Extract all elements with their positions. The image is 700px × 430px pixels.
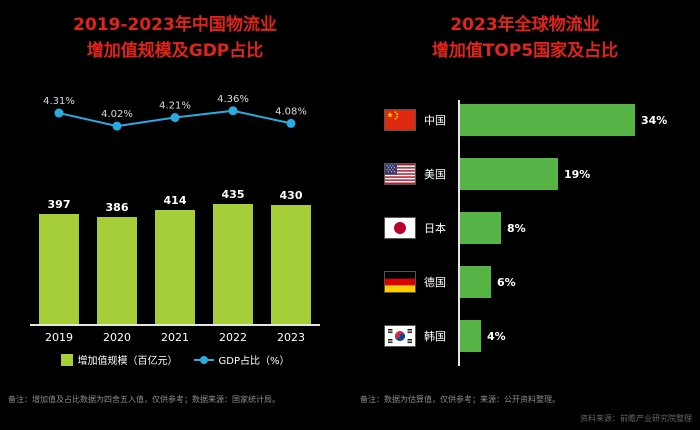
year-label: 2022 — [219, 331, 247, 344]
bar-value-label: 430 — [279, 189, 303, 202]
source-watermark: 资料来源：前瞻产业研究院整理 — [580, 414, 692, 423]
line-marker — [112, 121, 122, 131]
bar-column: 414 — [146, 185, 204, 324]
legend-item-bars: 增加值规模（百亿元） — [60, 352, 178, 367]
flag-south-korea-icon — [384, 325, 416, 347]
bar-value-label: 414 — [163, 194, 187, 207]
line-point-label: 4.02% — [101, 109, 133, 120]
bar-column: 430 — [262, 185, 320, 324]
country-label: 韩国 — [424, 330, 446, 343]
line-point-label: 4.31% — [43, 96, 75, 107]
year-label: 2021 — [161, 331, 189, 344]
value-label: 4% — [487, 329, 506, 343]
bar-value-label: 397 — [47, 198, 71, 211]
gdp-line-chart: 4.31% 4.02% 4.21% 4.36% 4.08% — [43, 94, 307, 131]
year-label: 2023 — [277, 331, 305, 344]
row-china: 中国 34% — [350, 100, 700, 140]
line-marker — [286, 118, 296, 128]
country-label: 日本 — [424, 222, 446, 235]
line-marker — [170, 113, 180, 123]
bar-value-label: 386 — [105, 201, 129, 214]
scale-bar — [213, 204, 253, 324]
value-bar — [460, 320, 481, 352]
country-label: 美国 — [424, 168, 446, 181]
line-marker — [54, 108, 64, 118]
scale-bar — [97, 217, 137, 324]
scale-bar — [39, 214, 79, 324]
value-bar — [460, 158, 558, 190]
bar-column: 397 — [30, 185, 88, 324]
global-top5-chart: 中国 34% 美国 19% — [350, 100, 700, 370]
value-label: 34% — [641, 113, 668, 127]
line-point-label: 4.08% — [275, 106, 307, 117]
bar-column: 386 — [88, 185, 146, 324]
legend-bar-label: 增加值规模（百亿元） — [77, 356, 178, 367]
year-label: 2020 — [103, 331, 131, 344]
value-label: 19% — [564, 167, 591, 181]
left-footnote: 备注：增加值及占比数据为四舍五入值，仅供参考；数据来源：国家统计局。 — [8, 395, 280, 404]
right-chart-title: 2023年全球物流业 增加值TOP5国家及占比 — [350, 12, 700, 65]
row-south-korea: 韩国 4% — [350, 316, 700, 356]
value-bar — [460, 266, 491, 298]
right-title-line1: 2023年全球物流业 — [450, 15, 600, 35]
flag-usa-icon — [384, 163, 416, 185]
left-title-line2: 增加值规模及GDP占比 — [86, 41, 264, 62]
value-bar — [460, 212, 501, 244]
row-japan: 日本 8% — [350, 208, 700, 248]
year-label: 2019 — [45, 331, 73, 344]
value-label: 6% — [497, 275, 516, 289]
legend-line-label: GDP占比（%） — [218, 356, 290, 367]
bar-column: 435 — [204, 185, 262, 324]
bars-area: 397 386 414 435 430 — [30, 185, 320, 326]
value-bar — [460, 104, 635, 136]
x-axis-labels: 2019 2020 2021 2022 2023 — [30, 331, 320, 344]
bar-swatch-icon — [60, 353, 73, 366]
value-label: 8% — [507, 221, 526, 235]
chart-legend: 增加值规模（百亿元） GDP占比（%） — [0, 352, 350, 367]
y-axis-line — [458, 100, 460, 366]
left-title-line1: 2019-2023年中国物流业 — [73, 15, 277, 35]
flag-china-icon — [384, 109, 416, 131]
scale-bar — [155, 210, 195, 324]
line-swatch-icon — [193, 355, 214, 364]
legend-item-line: GDP占比（%） — [193, 352, 290, 367]
line-point-label: 4.21% — [159, 101, 191, 112]
right-footnote: 备注：数据为估算值，仅供参考；来源：公开资料整理。 — [360, 395, 560, 404]
left-chart-title: 2019-2023年中国物流业 增加值规模及GDP占比 — [0, 12, 350, 65]
bar-value-label: 435 — [221, 188, 245, 201]
row-germany: 德国 6% — [350, 262, 700, 302]
scale-bar — [271, 205, 311, 324]
flag-japan-icon — [384, 217, 416, 239]
line-marker — [228, 106, 238, 116]
flag-germany-icon — [384, 271, 416, 293]
country-label: 德国 — [424, 276, 446, 289]
country-label: 中国 — [424, 114, 446, 127]
line-point-label: 4.36% — [217, 94, 249, 105]
row-usa: 美国 19% — [350, 154, 700, 194]
right-title-line2: 增加值TOP5国家及占比 — [431, 41, 619, 62]
